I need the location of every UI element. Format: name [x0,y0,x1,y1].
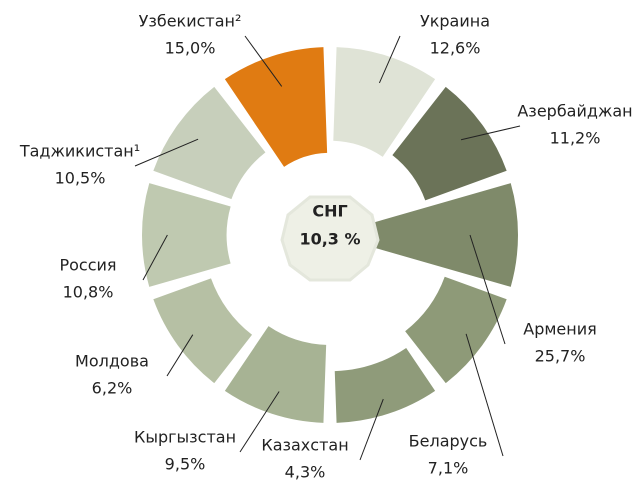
wedge [153,278,253,384]
leader-line [142,234,168,281]
category-label: Россия [59,256,116,275]
category-label: Кыргызстан [134,428,236,447]
wedge [392,86,507,201]
wedge [356,183,518,287]
leader-line [166,334,194,377]
value-label: 4,3% [285,463,326,481]
category-label: Беларусь [409,432,488,451]
category-label: Азербайджан [517,102,632,121]
category-label: Молдова [75,352,149,371]
center-badge [280,195,380,282]
center-value: 10,3 % [299,230,360,249]
wedge [224,47,328,167]
value-label: 11,2% [550,129,601,148]
leader-line [378,35,401,84]
leader-line [359,398,384,461]
category-label: Казахстан [261,436,348,455]
wedge [153,86,266,200]
wedge [405,276,507,384]
wedge [333,47,436,157]
category-label: Узбекистан² [139,12,242,31]
category-label: Армения [523,320,597,339]
value-label: 10,8% [63,283,114,302]
value-label: 9,5% [165,455,206,474]
leader-line [469,234,506,345]
leader-line [465,333,504,457]
value-label: 25,7% [535,347,586,366]
wedge [141,183,231,287]
wedges [141,47,518,423]
value-label: 10,5% [55,169,106,188]
value-label: 7,1% [428,459,469,478]
wedge [334,347,436,423]
value-label: 15,0% [165,39,216,58]
value-label: 12,6% [430,39,481,58]
leader-line [244,35,283,87]
leader-line [134,138,199,167]
category-label: Таджикистан¹ [19,142,140,161]
leader-line [239,391,280,453]
value-label: 6,2% [92,379,133,398]
leader-line [460,125,521,141]
category-label: Украина [420,12,490,31]
wedge [224,326,327,423]
center-label: СНГ [312,202,347,221]
